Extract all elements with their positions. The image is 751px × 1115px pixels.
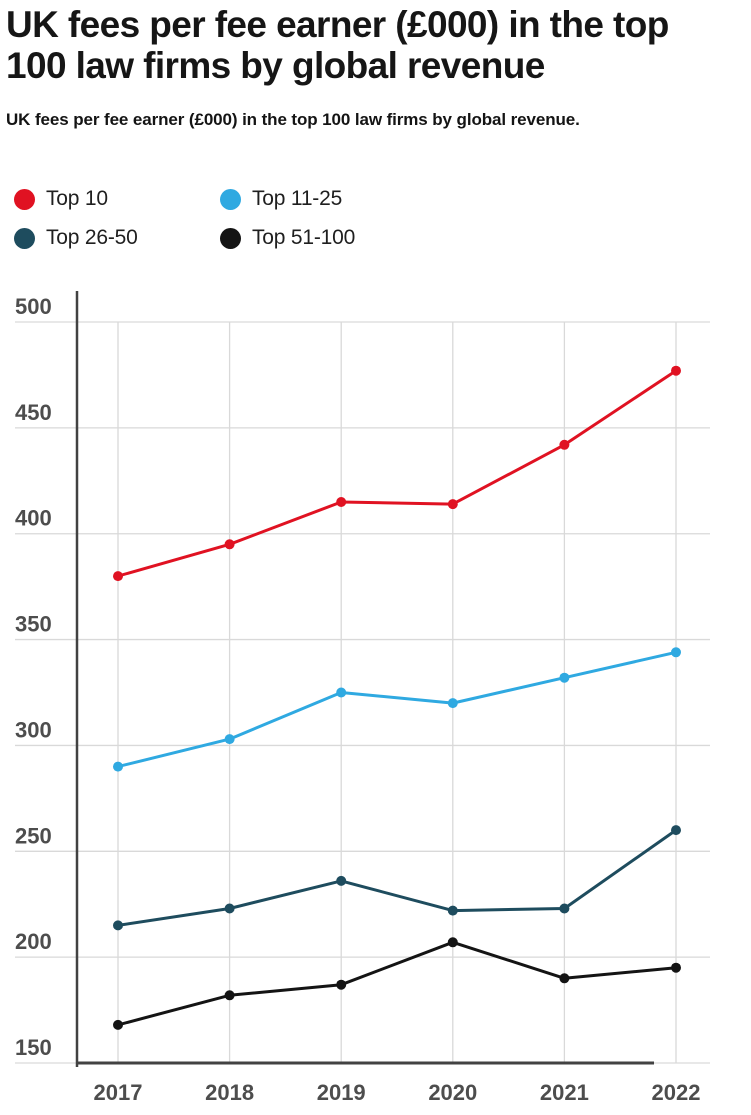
y-tick-label-300: 300: [15, 717, 52, 742]
x-tick-label-2022: 2022: [652, 1080, 701, 1105]
data-point-top-51-100-2019: [336, 979, 347, 990]
data-point-top-26-50-2021: [559, 903, 570, 914]
legend-dot-icon: [220, 188, 241, 210]
legend-label: Top 26-50: [46, 226, 138, 249]
data-point-top-26-50-2018: [224, 903, 235, 914]
page-subtitle: UK fees per fee earner (£000) in the top…: [6, 110, 580, 129]
y-tick-label-250: 250: [15, 823, 52, 848]
x-tick-label-2021: 2021: [540, 1080, 589, 1105]
legend-label: Top 10: [46, 187, 108, 210]
x-tick-label-2020: 2020: [428, 1080, 477, 1105]
data-point-top-51-100-2022: [671, 962, 681, 973]
data-point-top-26-50-2022: [671, 825, 681, 836]
series-line-top-51-100: [116, 940, 678, 1027]
data-point-top-51-100-2020: [447, 937, 458, 948]
data-point-top-10-2020: [447, 499, 458, 510]
data-point-top-11-25-2019: [336, 687, 347, 698]
legend-item-top-10: Top 10: [14, 187, 108, 210]
data-point-top-26-50-2020: [447, 905, 458, 916]
y-tick-label-150: 150: [15, 1035, 52, 1060]
data-point-top-51-100-2018: [224, 990, 235, 1001]
data-point-top-10-2022: [671, 365, 681, 376]
y-tick-label-450: 450: [15, 400, 52, 425]
data-point-top-26-50-2017: [113, 920, 123, 931]
data-point-top-10-2019: [336, 497, 347, 507]
page-title-line2: 100 law firms by global revenue: [6, 45, 545, 86]
legend-dot-icon: [220, 227, 241, 249]
x-tick-label-2017: 2017: [94, 1080, 143, 1105]
data-point-top-11-25-2017: [113, 761, 123, 772]
series-line-top-11-25: [116, 650, 678, 769]
legend-dot-icon: [14, 188, 35, 210]
data-point-top-11-25-2022: [671, 647, 681, 658]
data-point-top-10-2021: [559, 439, 570, 450]
legend-label: Top 51-100: [252, 226, 356, 249]
data-point-top-11-25-2020: [447, 698, 458, 709]
page-title-line1: UK fees per fee earner (£000) in the top: [6, 4, 669, 45]
legend-item-top-51-100: Top 51-100: [220, 226, 356, 249]
y-tick-label-200: 200: [15, 929, 52, 954]
y-tick-label-350: 350: [15, 612, 52, 637]
legend-dot-icon: [14, 227, 35, 249]
series-line-top-26-50: [116, 828, 678, 927]
data-point-top-11-25-2018: [224, 734, 235, 745]
page-title: UK fees per fee earner (£000) in the top…: [6, 4, 751, 86]
data-point-top-51-100-2021: [559, 973, 570, 984]
x-tick-label-2019: 2019: [317, 1080, 366, 1105]
data-point-top-26-50-2019: [336, 875, 347, 886]
data-point-top-10-2018: [224, 539, 235, 550]
legend-item-top-26-50: Top 26-50: [14, 226, 138, 249]
y-tick-label-500: 500: [15, 294, 52, 319]
legend-label: Top 11-25: [252, 187, 343, 210]
data-point-top-51-100-2017: [113, 1019, 123, 1030]
data-point-top-10-2017: [113, 571, 123, 582]
series-line-top-10: [116, 369, 678, 578]
y-tick-label-400: 400: [15, 506, 52, 531]
data-point-top-11-25-2021: [559, 672, 570, 683]
x-tick-label-2018: 2018: [205, 1080, 254, 1105]
legend-item-top-11-25: Top 11-25: [220, 187, 343, 210]
